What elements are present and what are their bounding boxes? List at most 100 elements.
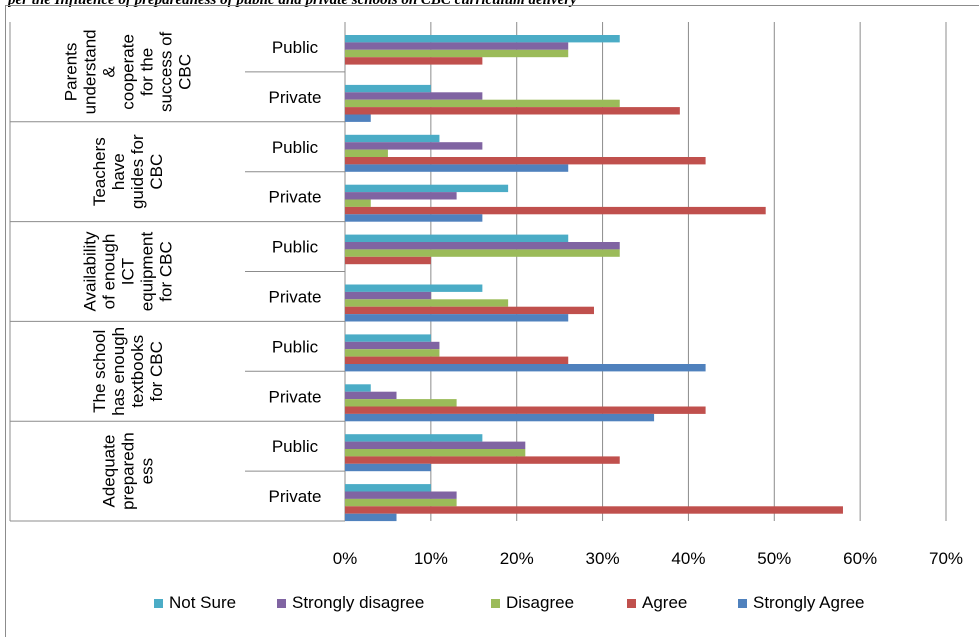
category-label: Private [269, 188, 322, 207]
group-label-line: & [100, 66, 119, 78]
group-label-line: Teachers [90, 137, 109, 206]
x-tick-label: 70% [929, 549, 963, 568]
x-tick-label: 10% [414, 549, 448, 568]
bar-strongly-disagree [345, 341, 440, 350]
x-tick-label: 60% [843, 549, 877, 568]
group-label-line: Adequate [100, 435, 119, 508]
group-label-line: CBC [147, 154, 166, 190]
category-label: Public [272, 238, 319, 257]
bar-not-sure [345, 84, 431, 93]
category-label: Public [272, 138, 319, 157]
legend-swatch [738, 599, 747, 608]
bar-strongly-disagree [345, 491, 457, 499]
bar-not-sure [345, 184, 509, 193]
bar-agree [345, 406, 706, 414]
bar-agree [345, 356, 569, 364]
chart-frame [5, 5, 979, 637]
category-label: Public [272, 437, 319, 456]
legend-label: Strongly disagree [292, 593, 424, 612]
group-label: Teachershaveguides forCBC [90, 134, 166, 209]
bar-not-sure [345, 134, 440, 143]
bar-disagree [345, 49, 569, 58]
bar-strongly-agree [345, 513, 397, 522]
bar-strongly-agree [345, 114, 371, 122]
legend-swatch [627, 599, 636, 608]
bar-strongly-agree [345, 364, 706, 372]
bar-disagree [345, 498, 457, 507]
bar-agree [345, 456, 620, 464]
bar-disagree [345, 349, 440, 357]
bar-not-sure [345, 35, 620, 43]
bar-agree [345, 256, 431, 265]
group-label-line: guides for [128, 134, 147, 209]
category-label: Private [269, 287, 322, 306]
legend-label: Agree [642, 593, 687, 612]
category-label: Private [269, 487, 322, 506]
bar-disagree [345, 99, 620, 108]
bar-disagree [345, 199, 371, 207]
group-label: Adequatepreparedness [100, 432, 157, 510]
group-label-line: preparedn [119, 432, 138, 510]
bar-agree [345, 506, 843, 514]
bar-not-sure [345, 284, 483, 292]
bar-strongly-disagree [345, 291, 431, 300]
figure-caption: per the Influence of preparedness of pub… [8, 0, 577, 8]
bar-strongly-disagree [345, 142, 483, 150]
x-tick-label: 0% [333, 549, 358, 568]
group-label-line: success of [157, 31, 176, 112]
bar-strongly-disagree [345, 391, 397, 400]
group-label-line: for CBC [157, 241, 176, 301]
bar-not-sure [345, 484, 431, 492]
group-label-line: ess [138, 458, 157, 484]
bar-strongly-disagree [345, 242, 620, 250]
group-label: The schoolhas enoughtextbooksfor CBC [90, 327, 166, 416]
bar-strongly-disagree [345, 441, 526, 449]
bar-not-sure [345, 234, 569, 242]
bar-disagree [345, 449, 526, 457]
bar-disagree [345, 399, 457, 407]
bar-strongly-agree [345, 314, 569, 322]
bar-disagree [345, 249, 620, 257]
bar-strongly-agree [345, 463, 431, 472]
bar-agree [345, 206, 766, 215]
legend-swatch [277, 599, 286, 608]
bar-strongly-disagree [345, 92, 483, 100]
bar-agree [345, 306, 594, 315]
group-label-line: equipment [138, 232, 157, 312]
group-label-line: has enough [109, 327, 128, 416]
x-tick-label: 30% [586, 549, 620, 568]
bar-agree [345, 57, 483, 65]
bar-agree [345, 107, 680, 115]
bar-not-sure [345, 384, 371, 392]
bar-strongly-disagree [345, 192, 457, 200]
group-label-line: for the [138, 48, 157, 96]
bar-not-sure [345, 434, 483, 442]
group-label-line: Availability [81, 231, 100, 312]
x-tick-label: 50% [757, 549, 791, 568]
group-label-line: Parents [62, 43, 81, 102]
legend-swatch [154, 599, 163, 608]
group-label: Parentsunderstand&cooperatefor thesucces… [62, 29, 195, 114]
legend-label: Strongly Agree [753, 593, 865, 612]
group-label-line: have [109, 153, 128, 190]
legend-label: Not Sure [169, 593, 236, 612]
x-tick-label: 40% [671, 549, 705, 568]
group-label-line: CBC [176, 54, 195, 90]
group-label-line: The school [90, 330, 109, 413]
bar-strongly-disagree [345, 42, 569, 50]
bar-strongly-agree [345, 214, 483, 222]
bar-not-sure [345, 334, 431, 342]
legend-label: Disagree [506, 593, 574, 612]
group-label-line: for CBC [147, 341, 166, 401]
group-label-line: ICT [119, 258, 138, 285]
group-label: Availabilityof enoughICTequipmentfor CBC [81, 231, 176, 312]
category-label: Private [269, 387, 322, 406]
bar-disagree [345, 149, 388, 157]
group-label-line: of enough [100, 234, 119, 310]
category-label: Private [269, 88, 322, 107]
category-label: Public [272, 337, 319, 356]
category-label: Public [272, 38, 319, 57]
bar-strongly-agree [345, 164, 569, 172]
bar-strongly-agree [345, 413, 655, 422]
